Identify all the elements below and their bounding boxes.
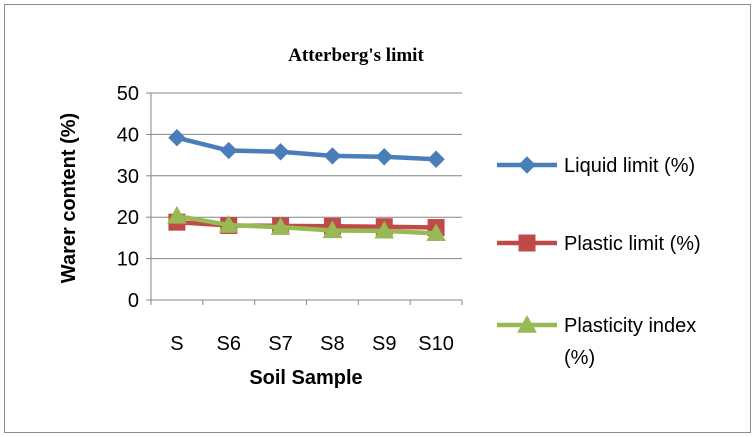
data-point bbox=[270, 217, 291, 235]
y-axis-title: Warer content (%) bbox=[58, 113, 80, 283]
chart-frame: Atterberg's limit 0 10 20 30 40 50 S S6 S7 S8 S9 S1… bbox=[4, 4, 751, 433]
x-axis-title: Soil Sample bbox=[249, 367, 362, 389]
data-point bbox=[220, 141, 238, 160]
data-point bbox=[427, 150, 445, 168]
y-tick-label: 50 bbox=[117, 83, 139, 105]
legend-label: Liquid limit (%) bbox=[564, 155, 695, 177]
tick-labels: 0 10 20 30 40 50 S S6 S7 S8 S9 S10 bbox=[117, 83, 454, 355]
y-tick-label: 30 bbox=[117, 166, 139, 188]
x-tick-label: S bbox=[170, 333, 183, 355]
x-tick-label: S8 bbox=[320, 333, 344, 355]
legend: Liquid limit (%) Plastic limit (%) Plastic… bbox=[497, 155, 701, 369]
data-point bbox=[375, 148, 393, 166]
gridlines bbox=[151, 92, 462, 260]
series-2 bbox=[167, 205, 446, 242]
line-chart: Atterberg's limit 0 10 20 30 40 50 S S6 S7 S8 S9 S1… bbox=[58, 45, 701, 389]
x-tick-label: S9 bbox=[372, 333, 396, 355]
legend-item-2: Plasticity index (%) bbox=[497, 314, 696, 369]
series-layer bbox=[167, 129, 446, 242]
legend-label: Plasticity index bbox=[564, 315, 696, 337]
data-point bbox=[168, 129, 186, 147]
x-tick-label: S6 bbox=[217, 333, 241, 355]
y-tick-label: 0 bbox=[128, 290, 139, 312]
y-tick-label: 10 bbox=[117, 249, 139, 271]
legend-label: (%) bbox=[564, 347, 595, 369]
data-point bbox=[167, 205, 187, 224]
data-point bbox=[426, 223, 446, 242]
x-tick-label: S10 bbox=[418, 333, 454, 355]
data-point bbox=[218, 215, 239, 233]
data-point bbox=[323, 147, 342, 165]
data-point bbox=[271, 143, 290, 161]
series-line bbox=[176, 135, 437, 162]
legend-item-0: Liquid limit (%) bbox=[497, 155, 695, 177]
legend-label: Plastic limit (%) bbox=[564, 233, 701, 255]
series-line bbox=[176, 213, 437, 236]
legend-marker bbox=[518, 234, 536, 252]
x-tick-label: S7 bbox=[268, 333, 292, 355]
legend-item-1: Plastic limit (%) bbox=[497, 233, 701, 255]
y-tick-label: 40 bbox=[117, 124, 139, 146]
data-point bbox=[322, 220, 343, 239]
series-0 bbox=[168, 129, 445, 168]
y-tick-label: 20 bbox=[117, 207, 139, 229]
chart-title: Atterberg's limit bbox=[288, 45, 424, 66]
legend-marker bbox=[518, 156, 536, 174]
data-point bbox=[374, 220, 395, 239]
legend-marker bbox=[517, 314, 537, 333]
axes bbox=[146, 92, 463, 305]
